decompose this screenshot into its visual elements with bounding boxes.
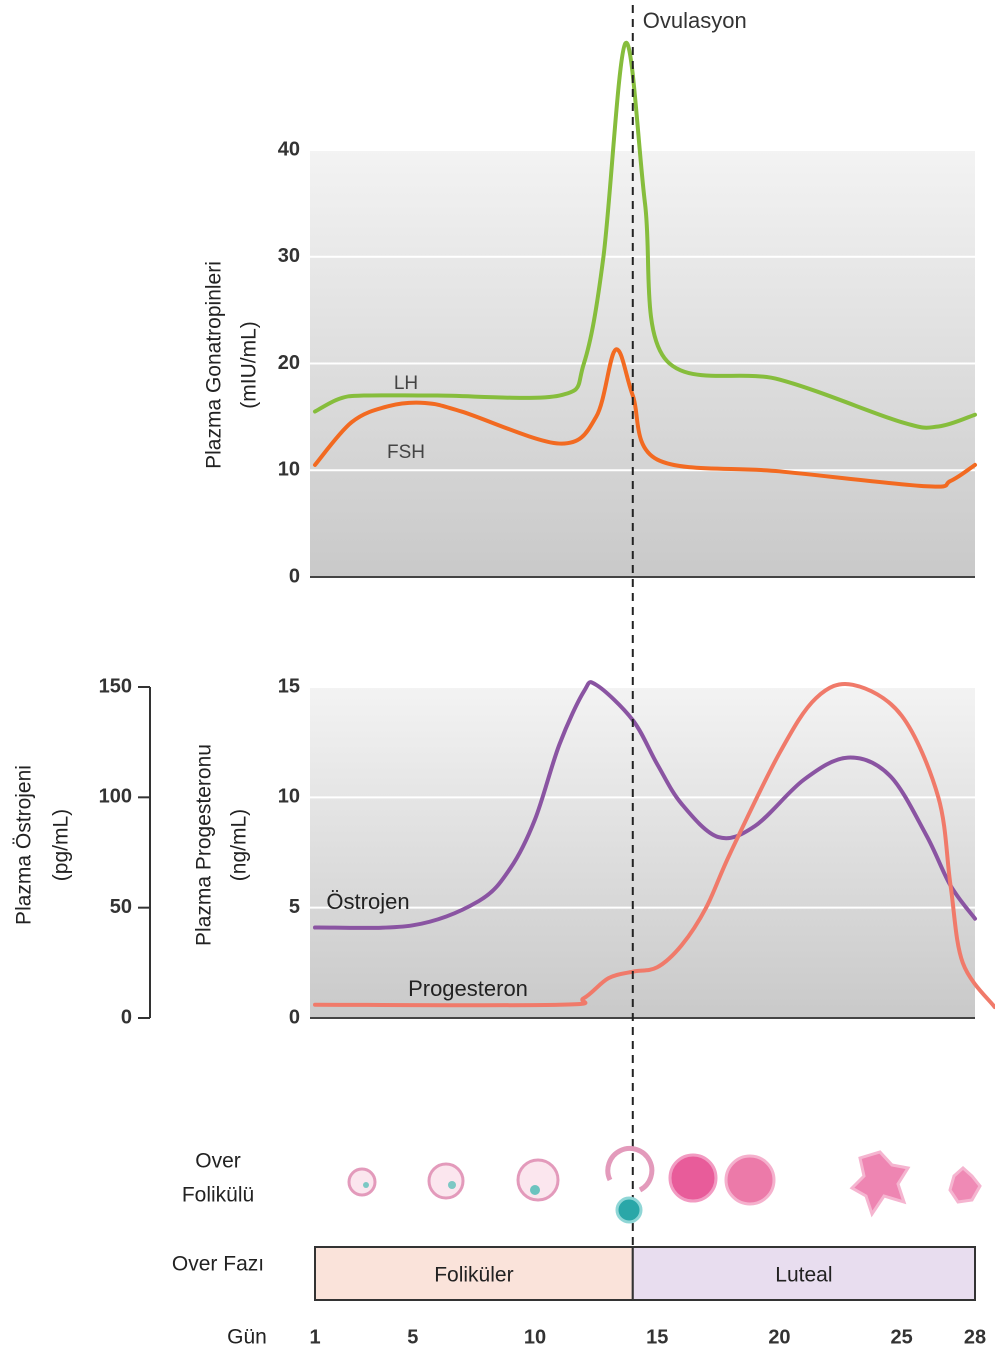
follicles — [347, 1146, 982, 1224]
follicle-label: Over — [195, 1150, 241, 1173]
y-tick-label: 30 — [278, 245, 300, 267]
series-label: Östrojen — [326, 889, 409, 914]
y2-axis-label: Plazma Östrojeni — [13, 765, 36, 925]
y-axis-label: (mIU/mL) — [238, 321, 261, 409]
y-tick-label: 15 — [278, 675, 300, 697]
y-axis-label: (ng/mL) — [228, 809, 251, 881]
y-tick-label: 5 — [289, 896, 300, 918]
plot-background — [310, 687, 975, 1018]
phase-box — [631, 1246, 976, 1301]
y2-tick-label: 50 — [110, 896, 132, 918]
y-tick-label: 10 — [278, 786, 300, 808]
y2-tick-label: 0 — [121, 1006, 132, 1028]
x-tick-label: 25 — [891, 1326, 913, 1348]
y2-tick-label: 100 — [99, 786, 132, 808]
x-tick-label: 10 — [524, 1326, 546, 1348]
y-tick-label: 40 — [278, 138, 300, 160]
series-label: LH — [394, 373, 418, 394]
series-line — [313, 682, 995, 1009]
series-line — [313, 680, 977, 930]
day-label: Gün — [227, 1326, 267, 1349]
series-line — [313, 347, 977, 489]
series-label: Progesteron — [408, 976, 528, 1001]
phase-name: Luteal — [775, 1264, 832, 1287]
y-tick-label: 10 — [278, 459, 300, 481]
phase-name: Foliküler — [434, 1264, 513, 1287]
y-axis-label: Plazma Progesteronu — [193, 744, 216, 946]
phase-box — [314, 1246, 634, 1301]
y2-axis-label: (pg/mL) — [50, 809, 73, 881]
y-tick-label: 0 — [289, 565, 300, 587]
x-tick-label: 20 — [768, 1326, 790, 1348]
y2-tick-label: 150 — [99, 675, 132, 697]
x-tick-label: 1 — [309, 1326, 320, 1348]
follicle-label: Folikülü — [182, 1184, 254, 1207]
y-axis-label: Plazma Gonatropinleri — [203, 261, 226, 469]
x-tick-label: 15 — [646, 1326, 668, 1348]
y-tick-label: 20 — [278, 352, 300, 374]
y-tick-label: 0 — [289, 1006, 300, 1028]
series-label: FSH — [387, 442, 425, 463]
phase-label: Over Fazı — [172, 1253, 264, 1276]
x-tick-label: 5 — [407, 1326, 418, 1348]
x-tick-label: 28 — [964, 1326, 986, 1348]
ovulation-label: Ovulasyon — [643, 8, 747, 33]
series-line — [313, 41, 977, 430]
